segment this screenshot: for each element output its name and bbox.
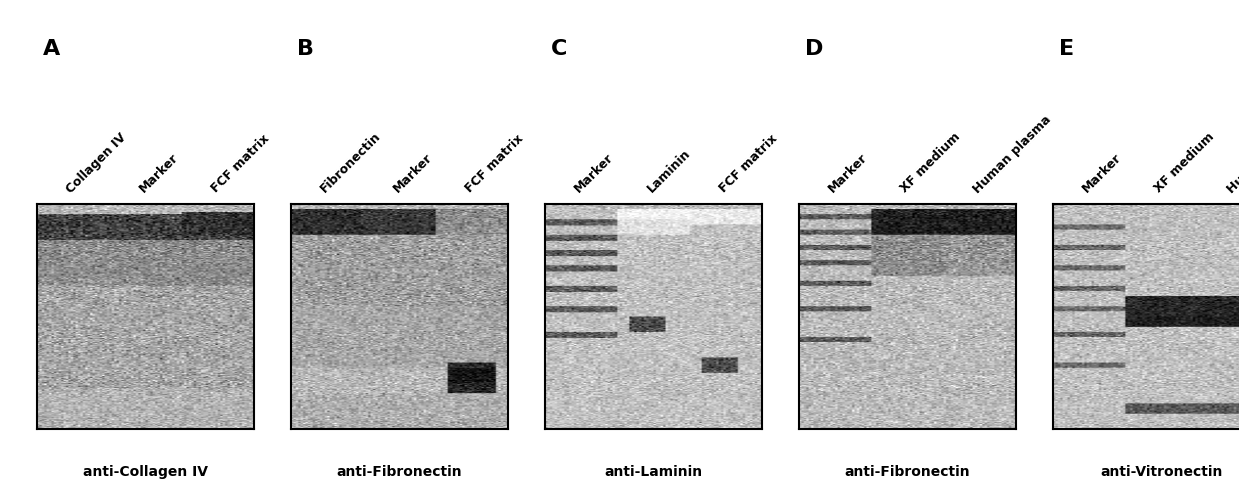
Text: Marker: Marker	[572, 151, 616, 195]
Text: anti-Fibronectin: anti-Fibronectin	[337, 464, 462, 478]
Text: Fibronectin: Fibronectin	[318, 130, 384, 195]
Text: D: D	[805, 39, 824, 59]
Text: A: A	[43, 39, 61, 59]
Text: anti-Vitronectin: anti-Vitronectin	[1100, 464, 1223, 478]
Text: Marker: Marker	[826, 151, 870, 195]
Text: anti-Collagen IV: anti-Collagen IV	[83, 464, 208, 478]
Text: Laminin: Laminin	[644, 147, 693, 195]
Text: Human plasma: Human plasma	[970, 112, 1053, 195]
Text: Human plasma: Human plasma	[1224, 112, 1239, 195]
Text: FCF matrix: FCF matrix	[716, 132, 779, 195]
Text: XF medium: XF medium	[898, 130, 964, 195]
Text: Marker: Marker	[390, 151, 435, 195]
Text: E: E	[1059, 39, 1074, 59]
Text: anti-Fibronectin: anti-Fibronectin	[845, 464, 970, 478]
Text: C: C	[551, 39, 567, 59]
Text: Marker: Marker	[136, 151, 181, 195]
Text: FCF matrix: FCF matrix	[462, 132, 525, 195]
Text: Marker: Marker	[1080, 151, 1124, 195]
Text: FCF matrix: FCF matrix	[208, 132, 271, 195]
Text: Collagen IV: Collagen IV	[64, 130, 129, 195]
Text: B: B	[297, 39, 315, 59]
Text: XF medium: XF medium	[1152, 130, 1218, 195]
Text: anti-Laminin: anti-Laminin	[605, 464, 703, 478]
